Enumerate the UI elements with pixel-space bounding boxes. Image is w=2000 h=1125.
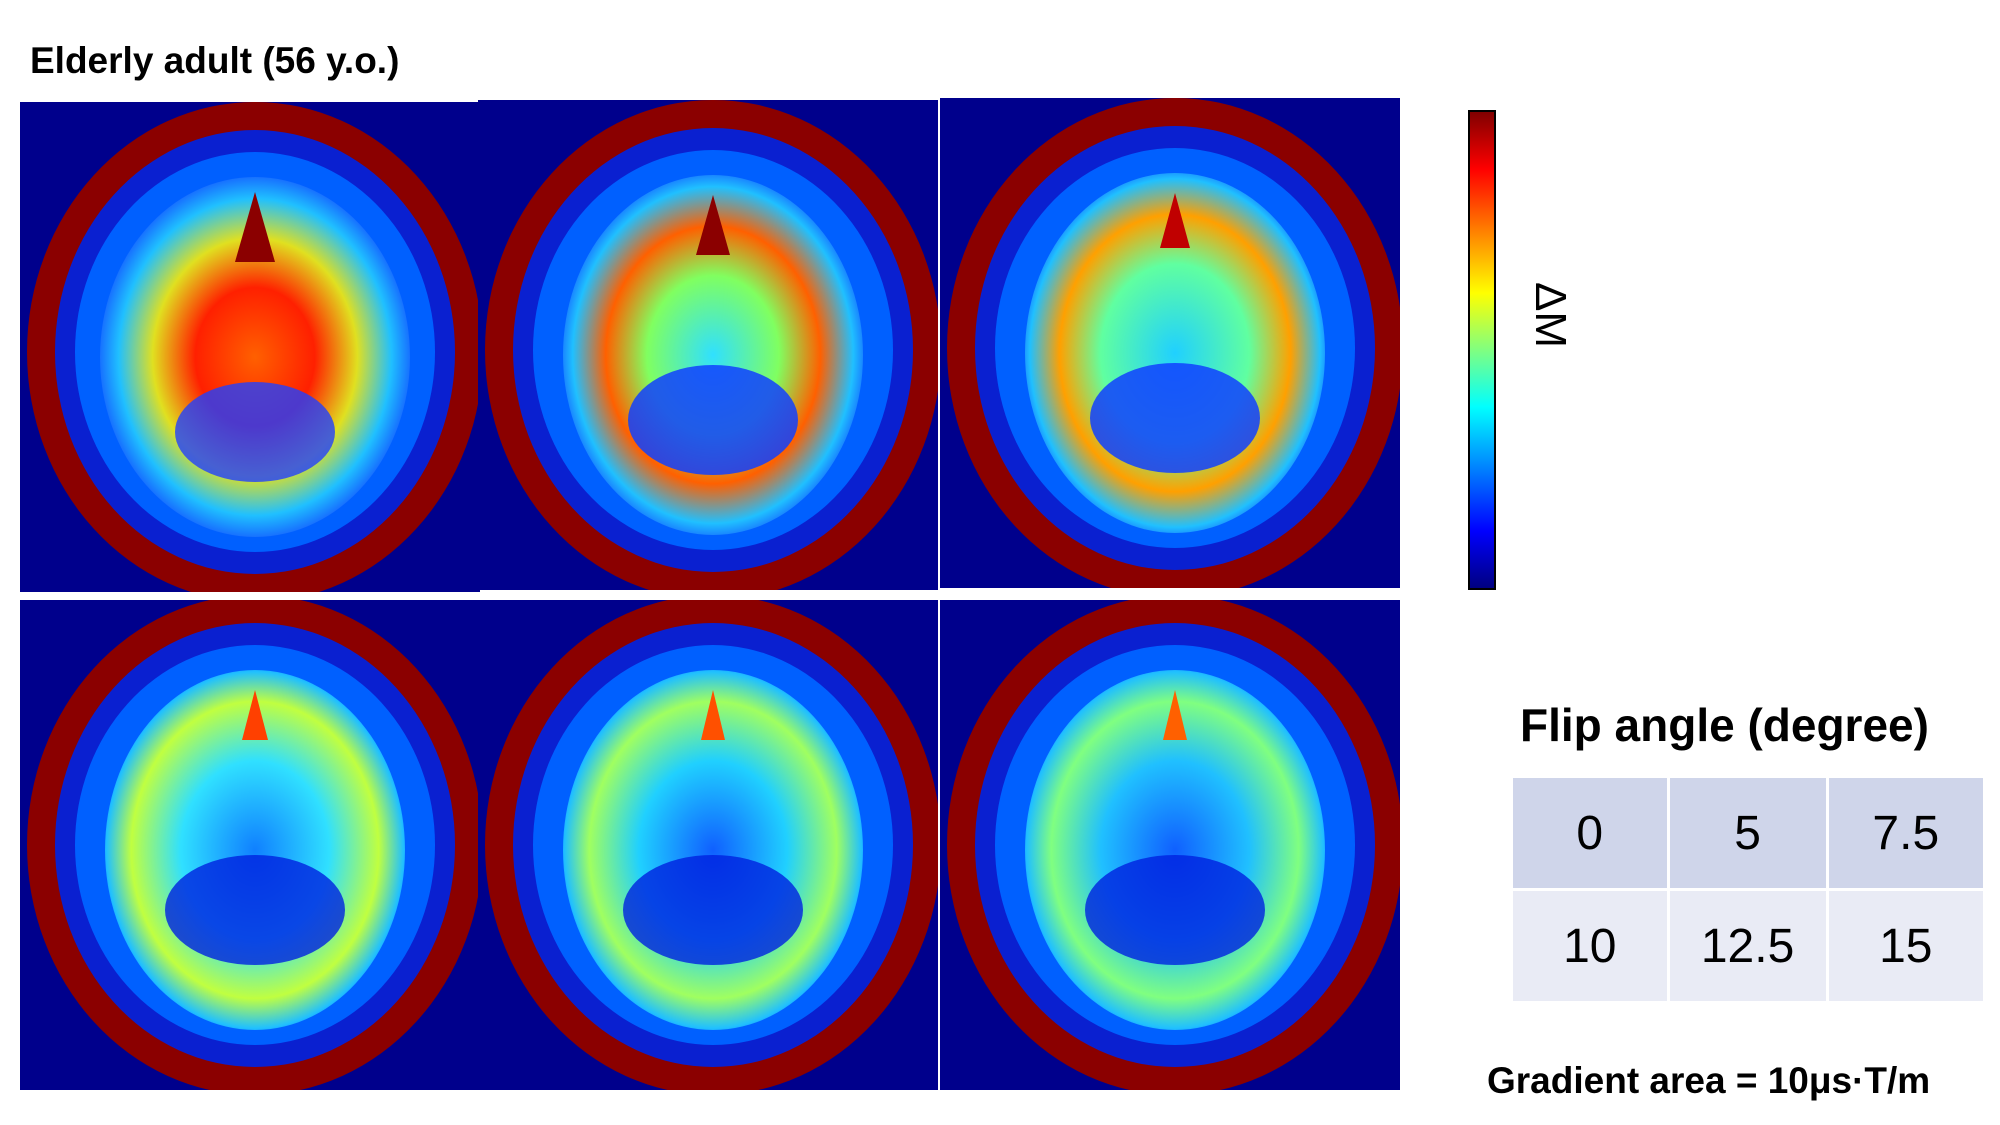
- colorbar: [1468, 110, 1496, 590]
- table-cell: 5: [1666, 775, 1829, 891]
- mri-brain-scan-icon: [27, 600, 480, 1090]
- table-row: 0 5 7.5: [1510, 775, 1987, 891]
- flip-angle-title: Flip angle (degree): [1520, 699, 1929, 751]
- flip-angle-table: 0 5 7.5 10 12.5 15: [1510, 775, 1987, 1004]
- table-cell: 12.5: [1666, 888, 1829, 1004]
- mri-panel-5: [478, 100, 938, 590]
- mri-brain-scan-icon: [947, 98, 1400, 588]
- gradient-area-note: Gradient area = 10μs·T/m: [1487, 1060, 1931, 1101]
- mri-panel-10: [20, 600, 480, 1090]
- table-cell: 10: [1510, 888, 1670, 1004]
- mri-brain-scan-icon: [947, 600, 1400, 1090]
- table-cell: 15: [1825, 888, 1987, 1004]
- mri-brain-scan-icon: [485, 100, 938, 590]
- mri-brain-scan-icon: [27, 102, 480, 592]
- mri-panel-12.5: [478, 600, 938, 1090]
- colorbar-label: ΔM: [1526, 281, 1575, 349]
- mri-brain-scan-icon: [485, 600, 938, 1090]
- table-row: 10 12.5 15: [1510, 888, 1987, 1004]
- mri-panel-0: [20, 102, 480, 592]
- figure-title: Elderly adult (56 y.o.): [30, 40, 400, 81]
- table-cell: 7.5: [1825, 775, 1987, 891]
- mri-panel-7.5: [940, 98, 1400, 588]
- mri-panel-15: [940, 600, 1400, 1090]
- table-cell: 0: [1510, 775, 1670, 891]
